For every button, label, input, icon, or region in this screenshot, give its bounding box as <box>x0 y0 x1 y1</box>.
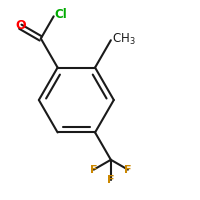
Text: F: F <box>124 165 132 175</box>
Text: Cl: Cl <box>55 8 67 21</box>
Text: F: F <box>107 175 115 185</box>
Text: F: F <box>90 165 98 175</box>
Text: O: O <box>15 19 26 32</box>
Text: CH$_3$: CH$_3$ <box>112 32 136 47</box>
